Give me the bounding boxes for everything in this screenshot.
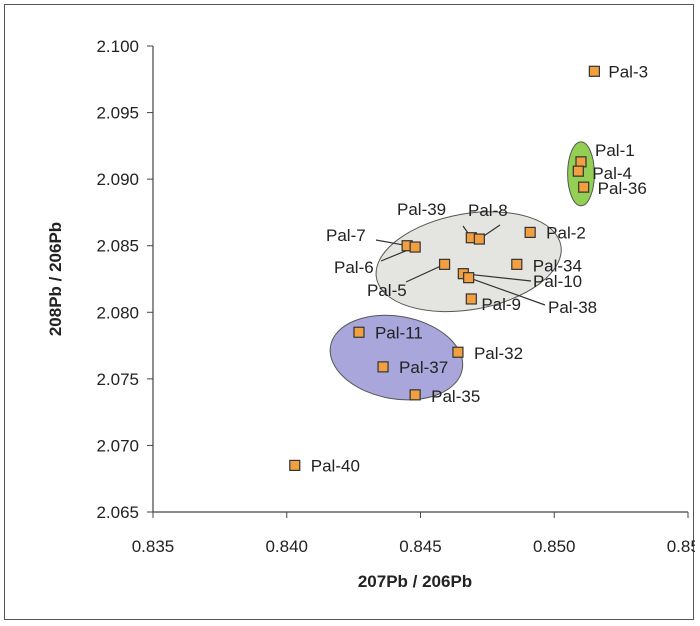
- data-point: [572, 165, 584, 177]
- scatter-chart: 0.835 0.840 0.845 0.850 0.855 2.065 2.070 2.07…: [46, 37, 695, 591]
- point-label: Pal-9: [481, 295, 521, 314]
- point-label: Pal-35: [431, 387, 480, 406]
- x-tick-label: 0.835: [132, 537, 175, 556]
- point-label: Pal-34: [533, 256, 582, 275]
- data-point: [438, 258, 451, 270]
- point-label: Pal-8: [468, 201, 508, 220]
- point-label: Pal-37: [399, 358, 448, 377]
- data-point: [377, 361, 389, 373]
- x-tick-label: 0.855: [667, 537, 695, 556]
- point-label: Pal-32: [474, 344, 523, 363]
- point-label: Pal-7: [326, 226, 366, 245]
- data-point: [473, 233, 485, 245]
- label-leader-line: [468, 277, 546, 306]
- y-axis-title: 208Pb / 206Pb: [46, 222, 65, 336]
- y-ticks: 2.065 2.070 2.075 2.080 2.085 2.090 2.095 2.100: [96, 37, 153, 522]
- y-tick-label: 2.080: [96, 303, 139, 322]
- data-point: [524, 226, 536, 238]
- point-label: Pal-11: [375, 323, 423, 342]
- group-ellipses: [329, 141, 595, 401]
- leader-lines: [375, 224, 546, 306]
- x-tick-label: 0.850: [533, 537, 576, 556]
- data-point: [575, 156, 587, 168]
- data-point: [409, 389, 421, 401]
- point-label: Pal-38: [548, 298, 597, 317]
- y-tick-label: 2.085: [96, 237, 139, 256]
- data-point: [353, 326, 365, 338]
- x-axis-title: 207Pb / 206Pb: [358, 572, 472, 591]
- y-tick-label: 2.090: [96, 170, 139, 189]
- chart-frame: 0.835 0.840 0.845 0.850 0.855 2.065 2.070 2.07…: [4, 4, 695, 620]
- y-tick-label: 2.065: [96, 503, 139, 522]
- data-point: [409, 241, 421, 253]
- point-label: Pal-36: [598, 179, 647, 198]
- data-point: [465, 293, 477, 305]
- x-tick-label: 0.840: [265, 537, 308, 556]
- label-leader-line: [405, 263, 445, 283]
- ellipse-grey: [375, 211, 562, 313]
- point-label: Pal-1: [595, 141, 635, 160]
- point-label: Pal-5: [367, 281, 407, 300]
- data-point: [511, 258, 523, 270]
- x-ticks: 0.835 0.840 0.845 0.850 0.855: [132, 512, 695, 556]
- data-point: [289, 459, 301, 471]
- y-tick-label: 2.100: [96, 37, 139, 56]
- data-points: [289, 65, 600, 471]
- point-label: Pal-40: [311, 456, 360, 475]
- point-label: Pal-4: [592, 164, 632, 183]
- data-point: [588, 65, 600, 77]
- y-tick-label: 2.070: [96, 436, 139, 455]
- data-point: [578, 181, 590, 193]
- point-label: Pal-6: [334, 258, 374, 277]
- point-label: Pal-39: [397, 200, 446, 219]
- y-tick-label: 2.075: [96, 370, 139, 389]
- point-label: Pal-2: [546, 223, 586, 242]
- point-label: Pal-3: [608, 62, 648, 81]
- data-point: [452, 346, 464, 358]
- data-point: [463, 272, 475, 284]
- point-label: Pal-10: [533, 272, 582, 291]
- label-leader-line: [463, 273, 532, 282]
- x-tick-label: 0.845: [399, 537, 442, 556]
- y-tick-label: 2.095: [96, 104, 139, 123]
